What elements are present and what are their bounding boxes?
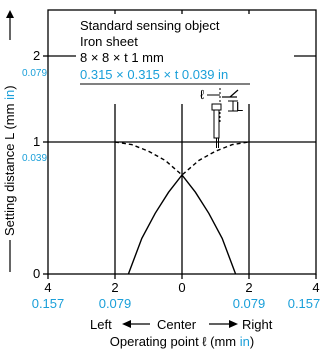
x-axis: 4 2 0 2 4 0.157 0.079 0.079 0.157	[32, 274, 321, 311]
legend-line-1: Standard sensing object	[80, 18, 220, 33]
y-tick-label-2: 2	[33, 48, 40, 63]
series-line-dashed	[114, 141, 250, 176]
y-tick-label-2-in: 0.079	[22, 68, 47, 79]
x-tick-label-4: 4	[312, 280, 319, 295]
sensor-diagram: ℓ L	[200, 87, 243, 148]
diagram-ell-label: ℓ	[200, 87, 205, 102]
legend-line-2: Iron sheet	[80, 34, 138, 49]
x-axis-label-close: )	[250, 334, 254, 349]
x-direction-center: Center	[157, 317, 197, 332]
legend-background	[76, 14, 294, 104]
x-axis-label-inch: in	[240, 334, 250, 349]
legend-line-3: 8 × 8 × t 1 mm	[80, 50, 164, 65]
x-tick-label-0: 4	[44, 280, 51, 295]
x-tick-label-2: 0	[178, 280, 185, 295]
y-axis: 0 1 0.039 2 0.079	[22, 48, 48, 281]
y-axis-title: Setting distance L (mm in)	[2, 10, 17, 272]
diagram-L-label: L	[236, 99, 243, 114]
y-axis-arrow-head	[6, 10, 14, 18]
x-direction-left-arrow-head	[122, 320, 131, 328]
y-tick-label-1: 1	[33, 134, 40, 149]
diagram-sensor-body	[213, 109, 220, 139]
x-axis-label-main: Operating point ℓ (mm	[110, 334, 240, 349]
y-tick-label-0: 0	[33, 266, 40, 281]
x-tick-label-4-in: 0.157	[288, 296, 321, 311]
legend-line-4: 0.315 × 0.315 × t 0.039 in	[80, 67, 228, 82]
x-tick-label-1: 2	[111, 280, 118, 295]
x-axis-label: Operating point ℓ (mm in)	[110, 334, 254, 349]
x-tick-label-1-in: 0.079	[99, 296, 132, 311]
x-tick-label-3-in: 0.079	[233, 296, 266, 311]
diagram-sensor-head	[211, 103, 222, 111]
y-axis-label-inch: in	[2, 90, 17, 100]
x-direction: Left Center Right	[90, 317, 273, 332]
x-tick-label-0-in: 0.157	[32, 296, 65, 311]
y-axis-label-main: Setting distance L (mm	[2, 100, 17, 236]
y-tick-label-1-in: 0.039	[22, 153, 47, 164]
y-axis-label: Setting distance L (mm in)	[2, 85, 17, 236]
diagram-target-arrow	[229, 89, 239, 98]
x-tick-label-3: 2	[245, 280, 252, 295]
x-direction-right: Right	[242, 317, 273, 332]
x-direction-right-arrow-head	[229, 320, 238, 328]
x-direction-left: Left	[90, 317, 112, 332]
y-axis-label-close: )	[2, 85, 17, 89]
curves	[114, 141, 250, 275]
legend: Standard sensing object Iron sheet 8 × 8…	[76, 14, 294, 104]
series-line-solid	[127, 173, 237, 275]
